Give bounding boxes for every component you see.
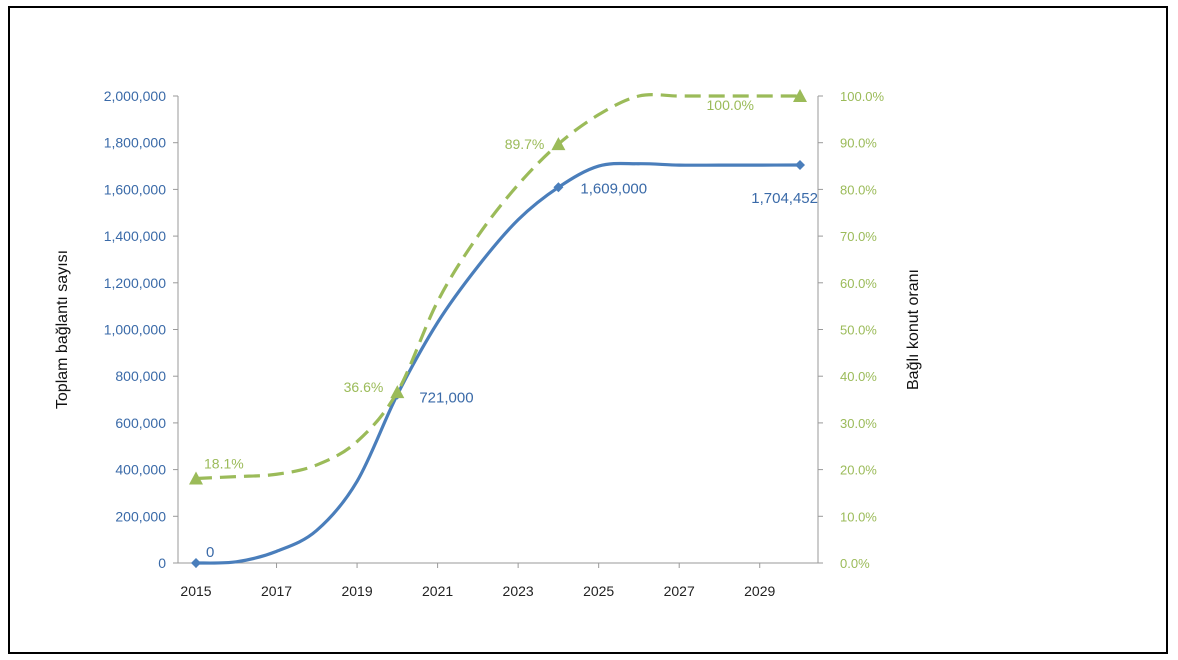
y-tick-label: 1,200,000 bbox=[104, 275, 166, 291]
data-labels: 0 721,000 1,609,000 1,704,452 18.1% 36.6% 89.7… bbox=[204, 97, 818, 561]
y-tick-label: 1,800,000 bbox=[104, 135, 166, 151]
x-tick-label: 2025 bbox=[583, 583, 614, 599]
share-triangle-marker bbox=[793, 89, 807, 102]
share-triangle-marker bbox=[189, 471, 203, 485]
y2-tick-label: 50.0% bbox=[840, 323, 877, 338]
connections-diamond-marker bbox=[191, 558, 201, 568]
y2-axis-title: Bağlı konut oranı bbox=[905, 269, 922, 390]
share-triangle-marker bbox=[390, 385, 405, 399]
share-series-line bbox=[195, 93, 800, 481]
share-data-label: 36.6% bbox=[344, 379, 384, 395]
y-axis-title: Toplam bağlantı sayısı bbox=[54, 250, 71, 409]
connections-diamond-marker bbox=[553, 182, 564, 193]
y-tick-label: 1,000,000 bbox=[104, 322, 166, 338]
connections-diamond-marker bbox=[795, 160, 805, 171]
connections-data-label: 1,609,000 bbox=[580, 180, 647, 197]
share-triangle-marker bbox=[551, 137, 566, 151]
x-tick-label: 2023 bbox=[503, 583, 534, 599]
x-tick-label: 2015 bbox=[180, 583, 211, 599]
y2-tick-label: 40.0% bbox=[840, 369, 877, 384]
y2-tick-label: 80.0% bbox=[840, 182, 877, 197]
y2-tick-label: 100.0% bbox=[840, 89, 885, 104]
connections-series-line bbox=[195, 161, 801, 565]
chart-frame bbox=[8, 6, 1168, 654]
x-tick-label: 2021 bbox=[422, 583, 453, 599]
connections-data-label: 0 bbox=[206, 544, 214, 561]
y-tick-label: 400,000 bbox=[115, 462, 166, 478]
y-tick-label: 200,000 bbox=[115, 508, 166, 524]
y2-tick-label: 30.0% bbox=[840, 416, 877, 431]
x-tick-label: 2017 bbox=[261, 583, 292, 599]
connections-data-label: 1,704,452 bbox=[751, 190, 818, 207]
y-tick-label: 1,600,000 bbox=[104, 181, 166, 197]
y-tick-label: 0 bbox=[158, 555, 166, 571]
x-tick-label: 2027 bbox=[664, 583, 695, 599]
y-tick-label: 800,000 bbox=[115, 368, 166, 384]
y2-tick-label: 0.0% bbox=[840, 556, 870, 571]
y2-tick-label: 70.0% bbox=[840, 229, 877, 244]
ticks: 0 200,000 400,000 600,000 800,000 1,000,000 1,… bbox=[104, 88, 885, 599]
x-tick-label: 2019 bbox=[341, 583, 372, 599]
y-tick-label: 600,000 bbox=[115, 415, 166, 431]
share-data-label: 18.1% bbox=[204, 455, 244, 471]
x-tick-label: 2029 bbox=[744, 583, 775, 599]
share-data-label: 89.7% bbox=[505, 136, 545, 152]
y-tick-label: 1,400,000 bbox=[104, 228, 166, 244]
y-tick-label: 2,000,000 bbox=[104, 88, 166, 104]
share-data-label: 100.0% bbox=[707, 97, 754, 113]
y2-tick-label: 60.0% bbox=[840, 276, 877, 291]
series bbox=[189, 89, 807, 568]
connections-data-label: 721,000 bbox=[419, 390, 473, 407]
y2-tick-label: 20.0% bbox=[840, 463, 877, 478]
y2-tick-label: 90.0% bbox=[840, 136, 877, 151]
y2-tick-label: 10.0% bbox=[840, 509, 877, 524]
